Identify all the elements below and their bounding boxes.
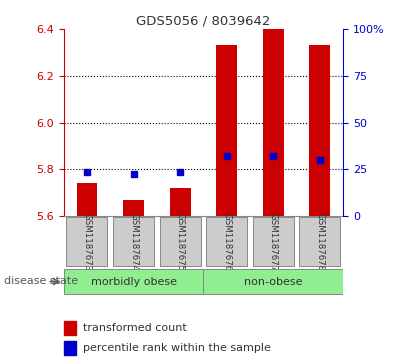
Text: GSM1187678: GSM1187678 [315, 213, 324, 271]
Bar [253, 217, 294, 266]
Bar [64, 269, 203, 294]
Bar [113, 217, 154, 266]
Text: morbidly obese: morbidly obese [90, 277, 177, 287]
Bar [64, 341, 76, 355]
Text: non-obese: non-obese [244, 277, 302, 287]
Bar [216, 45, 237, 216]
Bar [159, 217, 201, 266]
Text: GSM1187677: GSM1187677 [269, 213, 278, 271]
Bar [170, 188, 191, 216]
Bar [203, 269, 343, 294]
Bar [76, 183, 97, 216]
Text: GSM1187676: GSM1187676 [222, 213, 231, 271]
Text: GSM1187673: GSM1187673 [83, 213, 92, 271]
Text: GSM1187675: GSM1187675 [175, 213, 185, 271]
Bar [206, 217, 247, 266]
Text: disease state: disease state [4, 276, 78, 286]
Bar [123, 200, 144, 216]
Text: GSM1187674: GSM1187674 [129, 213, 138, 271]
Bar [67, 217, 108, 266]
Text: transformed count: transformed count [83, 323, 187, 334]
Text: percentile rank within the sample: percentile rank within the sample [83, 343, 271, 353]
Bar [299, 217, 340, 266]
Bar [64, 322, 76, 335]
Title: GDS5056 / 8039642: GDS5056 / 8039642 [136, 15, 270, 28]
Bar [263, 29, 284, 216]
Bar [309, 45, 330, 216]
